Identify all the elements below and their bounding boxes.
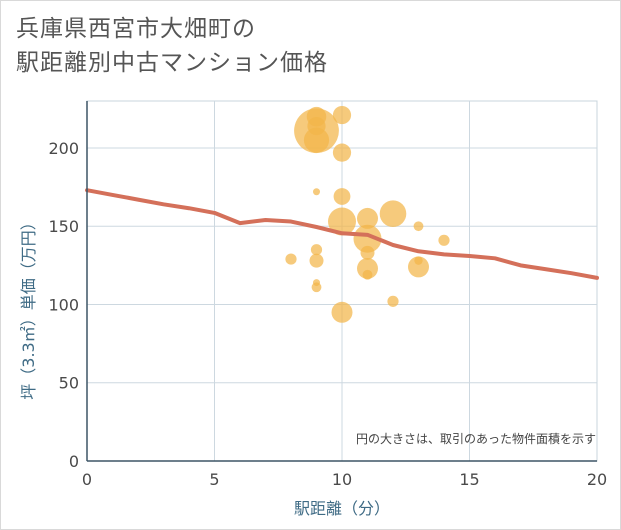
y-tick-label: 0 [69,452,79,471]
bubble-point [408,256,429,278]
y-tick-label: 50 [59,374,79,393]
x-tick-label: 20 [587,470,607,489]
bubble-size-note: 円の大きさは、取引のあった物件面積を示す [356,431,596,446]
bubble-point [333,188,351,205]
x-tick-label: 15 [459,470,479,489]
y-tick-label: 100 [48,295,79,314]
bubble-point [311,282,322,293]
chart-title: 兵庫県西宮市大畑町の 駅距離別中古マンション価格 [16,12,328,80]
chart-title-line-2: 駅距離別中古マンション価格 [16,50,328,76]
x-tick-label: 0 [82,470,92,489]
bubble-point [307,116,326,136]
bubble-point [309,253,324,268]
x-tick-label: 5 [209,470,219,489]
y-axis-label: 坪（3.3㎡）単価（万円） [19,214,38,399]
bubble-point [357,257,378,279]
bubble-point [285,253,297,265]
bubble-point [357,207,378,229]
bubble-point [303,127,330,153]
bubble-point [310,244,323,256]
bubble-point [379,200,407,227]
bubble-point [332,143,352,162]
bubble-point [360,245,375,260]
chart-title-line-1: 兵庫県西宮市大畑町の [16,16,256,42]
x-tick-label: 10 [332,470,352,489]
bubble-series [285,105,450,323]
trend-series [85,188,599,280]
bubble-point [362,269,373,280]
bubble-point [387,295,399,307]
bubble-point [353,224,382,253]
bubble-point [328,207,356,236]
bubble-point [313,188,320,196]
bubble-point [413,221,424,232]
y-tick-label: 200 [48,139,79,158]
x-axis-label: 駅距離（分） [294,499,390,518]
bubble-point [438,234,450,246]
trend-line [85,188,599,280]
y-tick-label: 150 [48,217,79,236]
bubble-point [332,105,352,125]
bubble-point [331,301,353,323]
